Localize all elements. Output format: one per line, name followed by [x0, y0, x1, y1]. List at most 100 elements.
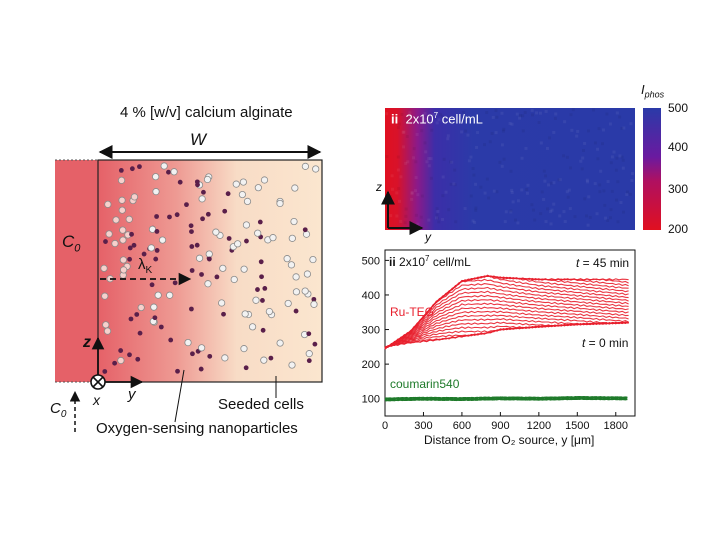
- seeded-cell-dot: [160, 162, 168, 170]
- heatmap-noise-pixel: [436, 209, 440, 213]
- seeded-cell-dot: [221, 354, 229, 362]
- seeded-cell-dot: [204, 280, 212, 288]
- heatmap-noise-pixel: [399, 219, 403, 223]
- heatmap-noise-pixel: [558, 214, 562, 218]
- nanoparticle-dot: [262, 285, 268, 291]
- heatmap-y-label: y: [425, 230, 431, 244]
- seeded-cell-dot: [198, 344, 206, 352]
- seeded-cell-dot: [205, 250, 213, 258]
- heatmap-noise-pixel: [437, 118, 441, 122]
- heatmap-noise-pixel: [427, 218, 431, 222]
- heatmap-noise-pixel: [609, 208, 613, 212]
- nanoparticle-dot: [243, 365, 249, 371]
- heatmap-noise-pixel: [447, 208, 451, 212]
- heatmap-noise-pixel: [549, 210, 553, 214]
- heatmap-noise-pixel: [435, 216, 439, 220]
- heatmap-noise-pixel: [518, 116, 522, 120]
- nanoparticle-dot: [103, 239, 108, 244]
- heatmap-noise-pixel: [586, 180, 590, 184]
- seeded-cell-dot: [241, 310, 249, 318]
- heatmap-noise-pixel: [400, 112, 404, 116]
- nanoparticle-dot: [225, 191, 231, 197]
- heatmap-noise-pixel: [566, 195, 570, 199]
- heatmap-noise-pixel: [552, 181, 556, 185]
- heatmap-noise-pixel: [630, 172, 634, 176]
- nanoparticle-dot: [189, 306, 194, 312]
- nanoparticle-dot: [118, 168, 124, 173]
- nanoparticle-dot: [127, 245, 133, 251]
- heatmap-noise-pixel: [396, 168, 400, 172]
- x-tick-label: 600: [453, 420, 471, 432]
- nanoparticle-dot: [188, 223, 194, 229]
- heatmap-noise-pixel: [413, 224, 417, 228]
- lambda-subscript: K: [145, 265, 153, 276]
- heatmap-noise-pixel: [474, 182, 478, 186]
- seeded-cell-dot: [276, 339, 284, 347]
- heatmap-noise-pixel: [595, 212, 599, 216]
- heatmap-noise-pixel: [424, 120, 428, 124]
- chart-series: [384, 274, 629, 402]
- seeded-cell-dot: [269, 234, 277, 242]
- heatmap-noise-pixel: [424, 150, 428, 154]
- heatmap-noise-pixel: [446, 134, 450, 138]
- heatmap-noise-pixel: [501, 129, 505, 133]
- heatmap-noise-pixel: [509, 209, 513, 213]
- seeded-cell-dot: [111, 239, 119, 248]
- heatmap-noise-pixel: [549, 222, 553, 226]
- heatmap-noise-pixel: [441, 194, 445, 198]
- heatmap-noise-pixel: [405, 119, 409, 123]
- annotation-t-start: t = 0 min: [582, 336, 628, 350]
- heatmap-noise-pixel: [616, 180, 620, 184]
- heatmap-noise-pixel: [467, 159, 471, 163]
- heatmap-noise-pixel: [412, 156, 416, 160]
- heatmap-noise-pixel: [462, 110, 466, 114]
- lambda-label: λK: [138, 256, 152, 276]
- seeded-cell-dot: [137, 303, 145, 312]
- heatmap-noise-pixel: [502, 157, 506, 161]
- heatmap-noise-pixel: [550, 208, 554, 212]
- seeded-cell-dot: [203, 175, 212, 184]
- heatmap-noise-pixel: [562, 210, 566, 214]
- heatmap-noise-pixel: [571, 108, 575, 112]
- heatmap-noise-pixel: [524, 146, 528, 150]
- seeded-cell-dot: [112, 216, 120, 224]
- heatmap-noise-pixel: [435, 207, 439, 211]
- heatmap-noise-pixel: [425, 160, 429, 164]
- heatmap-header: ii 2x107 cell/mL: [391, 111, 483, 126]
- heatmap-noise-pixel: [584, 214, 588, 218]
- nanoparticle-dot: [244, 238, 249, 244]
- heatmap-noise-pixel: [542, 197, 546, 201]
- heatmap-noise-pixel: [509, 169, 513, 173]
- nanoparticle-dot: [311, 296, 317, 302]
- seeded-cell-dot: [152, 173, 160, 181]
- heatmap-noise-pixel: [621, 166, 625, 170]
- heatmap-noise-pixel: [601, 128, 605, 132]
- heatmap-noise-pixel: [469, 194, 473, 198]
- seeded-cell-dot: [252, 296, 260, 304]
- heatmap-noise-pixel: [569, 166, 573, 170]
- colorbar-tick: 200: [668, 222, 689, 236]
- heatmap-noise-pixel: [402, 130, 406, 134]
- heatmap-noise-pixel: [460, 130, 464, 134]
- heatmap-noise-pixel: [614, 168, 618, 172]
- nanoparticle-dot: [127, 352, 132, 358]
- heatmap-noise-pixel: [397, 122, 401, 126]
- x-tick-label: 0: [382, 420, 388, 432]
- nanoparticle-dot: [200, 216, 205, 222]
- schematic-title: 4 % [w/v] calcium alginate: [120, 104, 293, 121]
- heatmap-noise-pixel: [427, 157, 431, 161]
- nanoparticle-dot: [268, 355, 274, 361]
- heatmap-noise-pixel: [557, 178, 561, 182]
- heatmap-noise-pixel: [396, 126, 400, 130]
- nanoparticle-dot: [134, 312, 140, 317]
- heatmap-noise-pixel: [483, 191, 487, 195]
- nanoparticle-dot: [177, 179, 183, 185]
- heatmap-noise-pixel: [410, 192, 414, 196]
- heatmap-noise-pixel: [599, 169, 603, 173]
- heatmap-noise-pixel: [610, 189, 614, 193]
- heatmap-noise-pixel: [622, 126, 626, 130]
- heatmap-noise-pixel: [500, 164, 504, 168]
- heatmap-noise-pixel: [583, 141, 587, 145]
- series-label-coumarin: coumarin540: [390, 377, 460, 391]
- nanoparticle-dot: [154, 229, 160, 234]
